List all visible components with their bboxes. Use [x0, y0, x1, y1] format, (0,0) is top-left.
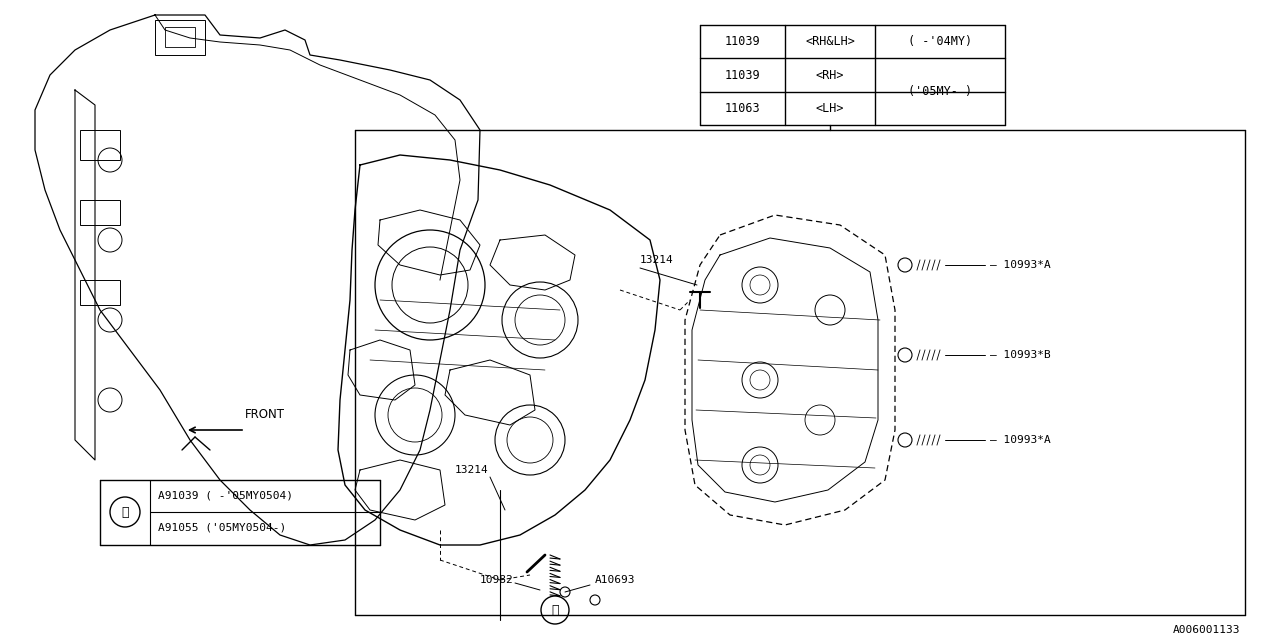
Bar [81, 280, 120, 305]
Text: A10693: A10693 [595, 575, 635, 585]
Text: 13214: 13214 [640, 255, 673, 265]
Bar [81, 130, 120, 160]
Text: 11039: 11039 [724, 68, 760, 81]
Text: — 10993*A: — 10993*A [989, 435, 1051, 445]
Text: <RH&LH>: <RH&LH> [805, 35, 855, 48]
Text: FRONT: FRONT [244, 408, 285, 422]
Bar [81, 200, 120, 225]
Text: 11063: 11063 [724, 102, 760, 115]
Text: A006001133: A006001133 [1172, 625, 1240, 635]
Text: ('05MY- ): ('05MY- ) [908, 85, 972, 98]
Text: <RH>: <RH> [815, 68, 845, 81]
Text: <LH>: <LH> [815, 102, 845, 115]
Text: — 10993*A: — 10993*A [989, 260, 1051, 270]
Text: A91055 ('05MY0504-): A91055 ('05MY0504-) [157, 523, 287, 533]
Text: 10982: 10982 [480, 575, 513, 585]
Bar [155, 20, 205, 55]
Text: ( -'04MY): ( -'04MY) [908, 35, 972, 48]
Text: ①: ① [122, 506, 129, 518]
Text: A91039 ( -'05MY0504): A91039 ( -'05MY0504) [157, 491, 293, 501]
Bar [165, 27, 195, 47]
Text: — 10993*B: — 10993*B [989, 350, 1051, 360]
Text: ①: ① [552, 604, 559, 616]
Text: 13214: 13214 [454, 465, 489, 475]
Text: 11039: 11039 [724, 35, 760, 48]
